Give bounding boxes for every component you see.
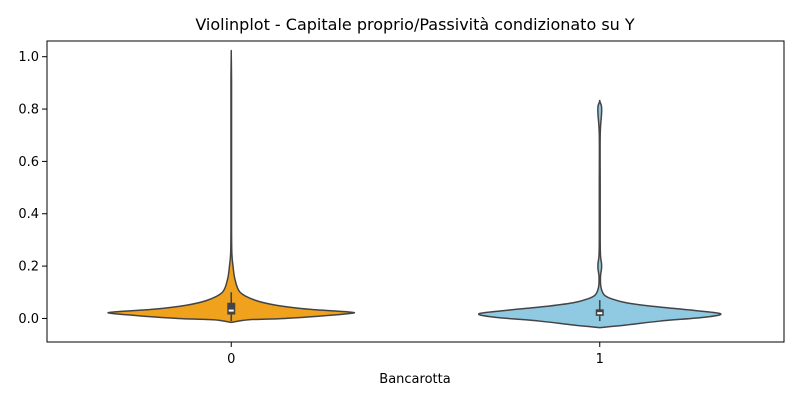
violin-1 xyxy=(477,99,722,329)
inner-boxes-layer xyxy=(227,292,604,322)
x-axis-label: Bancarotta xyxy=(379,372,450,387)
y-tick-label: 0.8 xyxy=(18,103,39,118)
violin-0 xyxy=(107,49,356,324)
x-tick-label: 1 xyxy=(596,352,604,367)
violin-box-0 xyxy=(227,302,236,315)
x-tick-label: 0 xyxy=(227,352,235,367)
plot-frame xyxy=(46,40,785,343)
chart-title: Violinplot - Capitale proprio/Passività … xyxy=(195,15,635,34)
violins-layer xyxy=(107,49,722,329)
y-tick-label: 0.2 xyxy=(18,260,39,275)
y-tick-label: 0.0 xyxy=(18,312,39,327)
y-tick-label: 0.6 xyxy=(18,155,39,170)
y-tick-label: 1.0 xyxy=(18,50,39,65)
y-tick-label: 0.4 xyxy=(18,207,39,222)
y-axis: 0.0 0.2 0.4 0.6 0.8 1.0 xyxy=(18,50,47,327)
